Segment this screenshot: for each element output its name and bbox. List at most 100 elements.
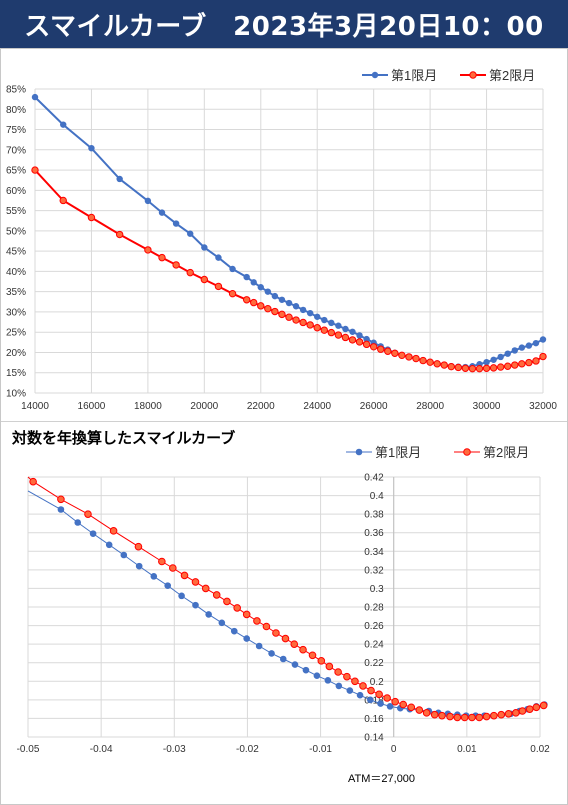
data-point [292,303,300,310]
data-point [369,343,378,351]
y-tick-label: 40% [6,267,26,278]
x-tick-label: 32000 [529,401,557,412]
data-point [363,335,370,343]
data-point [511,347,518,354]
data-point [355,338,364,346]
data-point [31,166,39,174]
data-point [348,336,357,344]
x-tick-label: -0.05 [17,744,40,755]
legend-label: 第2限月 [483,445,529,460]
data-point [453,713,462,722]
data-point [314,313,321,320]
x-tick-label: 16000 [78,401,106,412]
data-point [290,640,299,648]
data-point [367,686,375,695]
data-point [268,650,275,657]
series-line [34,169,544,370]
series-line [34,96,544,369]
data-point [255,642,263,650]
data-point [504,709,513,718]
data-point [377,345,385,353]
legend-marker [463,448,471,456]
y-tick-label: 0.26 [364,621,384,632]
data-point [59,196,67,205]
data-point [356,332,363,339]
data-point [321,316,328,324]
data-point [377,700,384,707]
y-tick-label: 0.36 [364,528,384,539]
data-point [218,619,226,627]
data-point [497,353,504,361]
data-point [504,350,511,357]
x-tick-label: 14000 [21,401,49,412]
y-tick-label: 0.28 [364,603,384,614]
data-point [468,364,477,373]
x-tick-label: -0.02 [236,744,259,755]
y-tick-label: 30% [6,307,26,318]
data-point [320,326,328,334]
data-point [317,657,326,665]
y-tick-label: 10% [6,389,26,400]
data-point [483,358,490,366]
data-point [384,347,392,355]
data-point [253,617,261,625]
x-tick-label: 30000 [473,401,501,412]
data-point [215,254,222,261]
data-point [433,360,441,368]
data-point [454,363,463,372]
atm-annotation: ATM＝27,000 [348,773,415,785]
data-point [375,690,383,699]
y-tick-label: 60% [6,186,26,197]
data-point [187,230,194,237]
y-tick-label: 75% [6,125,26,136]
data-point [356,691,364,699]
x-tick-label: -0.01 [309,744,332,755]
y-tick-label: 0.34 [364,547,384,558]
data-point [532,339,540,347]
data-point [324,677,332,684]
data-point [460,713,469,722]
x-tick-label: 0.02 [530,744,550,755]
x-tick-label: 0.01 [457,744,477,755]
y-tick-label: 0.24 [364,640,384,651]
y-tick-label: 0.22 [364,658,384,669]
data-point [88,144,95,152]
data-point [511,361,519,369]
y-tick-label: 55% [6,206,26,217]
smile-curve-chart: 10% 15% 20% 25% 30% 35% 40% 45% 50% 55% 60% 65% 70% 7… [6,68,557,412]
data-point [84,510,92,518]
data-point [257,302,265,310]
data-point [279,655,287,663]
data-point [233,604,241,612]
data-point [539,701,548,710]
data-point [115,230,124,239]
data-point [57,506,65,513]
data-point [201,244,208,251]
data-point [468,713,476,722]
x-tick-label: 24000 [303,401,331,412]
data-point [164,582,172,589]
data-point [250,298,258,307]
data-point [359,682,367,690]
data-point [278,296,286,303]
data-point [299,318,307,327]
data-point [271,307,279,316]
data-point [308,651,317,660]
x-tick-label: -0.04 [90,744,113,755]
data-point [327,328,336,337]
y-tick-label: 35% [6,287,26,298]
legend-label: 第1限月 [375,445,421,460]
data-point [415,706,424,714]
data-point [440,361,448,369]
data-point [349,328,356,335]
data-point [57,495,65,504]
y-tick-label: 0.42 [364,473,384,484]
y-tick-label: 0.16 [364,714,384,725]
data-point [398,351,406,360]
data-point [192,601,199,609]
x-tick-label: 0 [391,744,397,755]
annualized-log-smile-chart: 対数を年換算したスマイルカーブ0.140.160.180.20.220.240.… [11,429,550,785]
data-point [362,340,371,349]
data-point [158,557,166,566]
data-point [158,209,166,216]
